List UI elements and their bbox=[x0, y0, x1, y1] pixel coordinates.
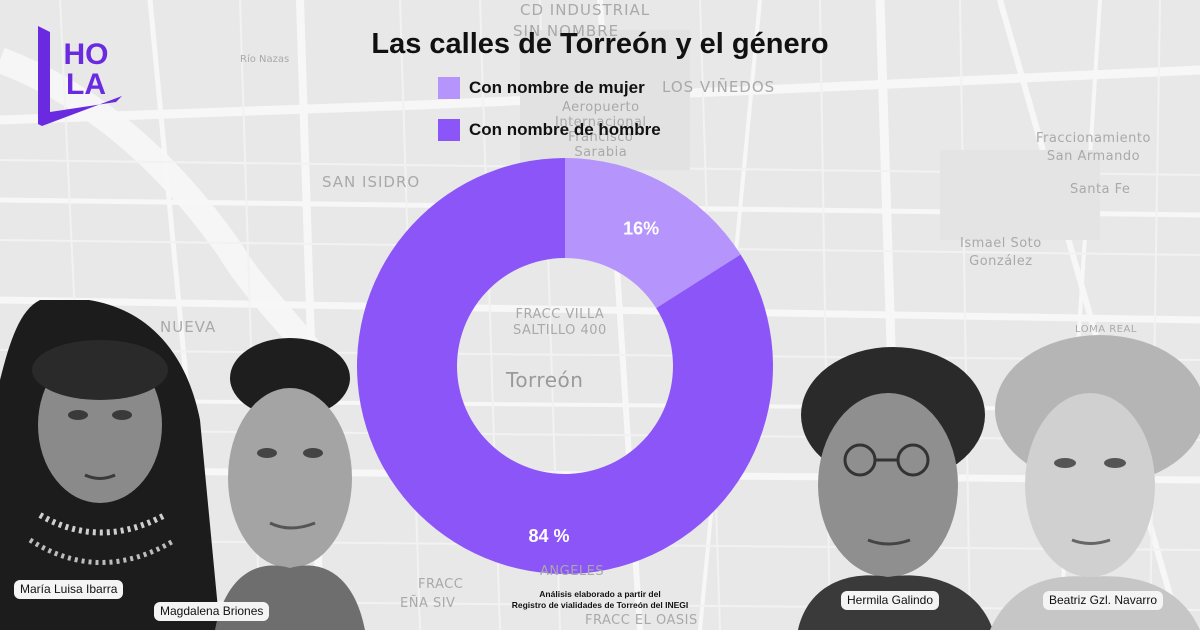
legend-item-mujer: Con nombre de mujer bbox=[438, 77, 645, 99]
map-label-santa-fe: Santa Fe bbox=[1070, 182, 1131, 197]
map-label-nueva: NUEVA bbox=[160, 318, 217, 336]
donut-slice-label-0: 16% bbox=[623, 219, 659, 239]
logo-text-top: HO bbox=[64, 38, 109, 71]
source-note: Análisis elaborado a partir del Registro… bbox=[420, 589, 780, 611]
legend-swatch-hombre bbox=[438, 119, 460, 141]
map-label-cd-industrial: CD INDUSTRIAL bbox=[520, 1, 651, 19]
map-label-angeles: ANGELES bbox=[540, 564, 605, 579]
map-label-los-vinedos: LOS VIÑEDOS bbox=[662, 78, 776, 96]
map-label-ismael-soto: Ismael Soto González bbox=[960, 236, 1042, 269]
map-label-fracc-bottom: FRACC bbox=[418, 577, 464, 592]
legend-item-hombre: Con nombre de hombre bbox=[438, 119, 661, 141]
map-label-aeropuerto: Aeropuerto Internacional Francisco Sarab… bbox=[555, 100, 647, 160]
map-label-nazas: Río Nazas bbox=[240, 54, 290, 65]
name-tag-hermila-galindo: Hermila Galindo bbox=[841, 591, 940, 611]
portrait-magdalena-briones bbox=[215, 338, 365, 630]
name-tag-magdalena-briones: Magdalena Briones bbox=[154, 602, 270, 622]
donut-slice-1 bbox=[357, 158, 773, 574]
donut-chart: 16% 84 % bbox=[357, 158, 773, 574]
name-tag-maria-luisa-ibarra: María Luisa Ibarra bbox=[14, 580, 124, 600]
map-label-fracc-san-armando: Fraccionamiento San Armando bbox=[1036, 131, 1151, 164]
chart-title: Las calles de Torreón y el género bbox=[371, 28, 829, 60]
source-line-1: Análisis elaborado a partir del bbox=[539, 589, 661, 599]
map-label-ena-siv: EÑA SIV bbox=[400, 596, 456, 611]
logo-text-bottom: LA bbox=[66, 68, 106, 101]
logo-frame bbox=[38, 26, 122, 126]
source-line-2: Registro de vialidades de Torreón del IN… bbox=[511, 600, 689, 610]
map-label-san-isidro: SAN ISIDRO bbox=[322, 173, 421, 191]
portrait-hermila-galindo bbox=[798, 347, 993, 630]
donut-slice-0 bbox=[565, 158, 741, 309]
legend-label-mujer: Con nombre de mujer bbox=[469, 78, 645, 97]
map-label-sin-nombre: SIN NOMBRE bbox=[513, 22, 620, 40]
legend-swatch-mujer bbox=[438, 77, 460, 99]
map-label-fracc-villa: FRACC VILLA SALTILLO 400 bbox=[513, 307, 607, 338]
map-label-torreon: Torreón bbox=[506, 368, 584, 392]
hola-logo: HO LA bbox=[38, 26, 122, 126]
name-tag-beatriz-gzl-navarro: Beatriz Gzl. Navarro bbox=[1043, 591, 1164, 611]
portrait-maria-luisa-ibarra bbox=[0, 300, 220, 630]
map-label-fracc-oasis: FRACC EL OASIS bbox=[585, 613, 698, 628]
portrait-beatriz-gzl-navarro bbox=[990, 335, 1200, 630]
map-label-loma-real: LOMA REAL bbox=[1075, 324, 1137, 335]
donut-slice-label-1: 84 % bbox=[528, 526, 569, 546]
legend-label-hombre: Con nombre de hombre bbox=[469, 120, 661, 139]
